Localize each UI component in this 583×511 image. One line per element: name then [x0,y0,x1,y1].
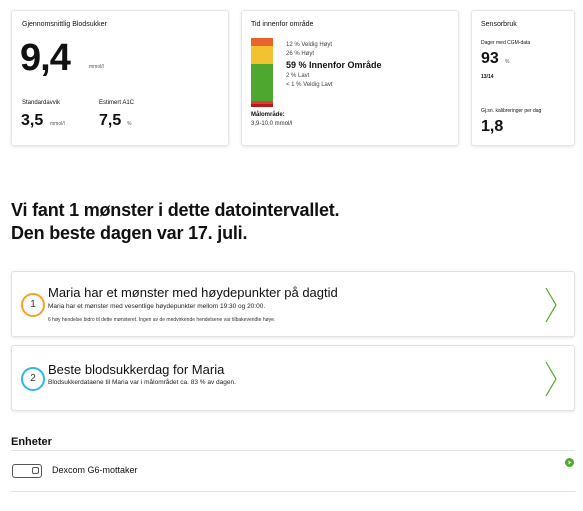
sensor-usage-title: Sensorbruk [481,21,517,28]
estimated-a1c-label: Estimert A1C [99,100,135,106]
time-in-range-card: Tid innenfor område 12 % Veldig Høyt 26 … [241,10,459,146]
target-range-value: 3,9-10,0 mmol/l [251,121,293,127]
receiver-icon [12,464,42,478]
cgm-days-label: Dager med CGM-data [481,40,531,46]
average-glucose-card: Gjennomsnittlig Blodsukker 9,4 mmol/l St… [11,10,229,146]
patterns-heading: Vi fant 1 mønster i dette datointervalle… [11,199,571,245]
in-range-segment [251,64,273,101]
pattern-detail: 6 høy hendelse bidro til dette mønsteret… [48,317,276,323]
average-glucose-title: Gjennomsnittlig Blodsukker [22,21,107,28]
cgm-days-value: 93 [481,50,499,67]
time-in-range-legend: 12 % Veldig Høyt 26 % Høyt 59 % Innenfor… [286,41,382,90]
low-segment [251,100,273,104]
sensor-usage-card: Sensorbruk Dager med CGM-data 93 % 13/14… [471,10,575,146]
pattern-title: Beste blodsukkerdag for Maria [48,362,225,377]
very-high-segment [251,38,273,47]
very-high-label: 12 % Veldig Høyt [286,42,333,48]
time-in-range-bar [251,38,273,107]
high-segment [251,46,273,65]
estimated-a1c-unit: % [127,121,132,127]
low-label: 2 % Lavt [286,73,310,79]
pattern-description: Blodsukkerdataene til Maria var i målomr… [48,379,236,386]
in-range-label: 59 % Innenfor Område [286,60,382,70]
patterns-heading-line-2: Den beste dagen var 17. juli. [11,223,248,243]
divider [11,491,575,492]
play-circle-icon[interactable] [565,458,574,467]
pattern-card-best-day[interactable]: 2 Beste blodsukkerdag for Maria Blodsukk… [11,345,575,411]
very-low-label: < 1 % Veldig Lavt [286,82,333,88]
time-in-range-title: Tid innenfor område [251,21,314,28]
standard-deviation-label: Standardavvik [22,100,61,106]
pattern-card-daytime-highs[interactable]: 1 Maria har et mønster med høydepunkter … [11,271,575,337]
chevron-right-icon[interactable] [544,360,558,398]
high-label: 26 % Høyt [286,51,315,57]
devices-heading: Enheter [11,436,52,448]
standard-deviation-unit: mmol/l [50,121,65,127]
target-range-label: Målområde: [251,112,285,118]
divider [11,450,575,451]
average-glucose-unit: mmol/l [89,64,104,70]
cgm-days-unit: % [505,59,510,65]
cgm-days-fraction: 13/14 [481,74,494,80]
pattern-number-badge: 2 [21,367,45,391]
average-glucose-value: 9,4 [20,37,71,79]
calibrations-value: 1,8 [481,118,504,135]
standard-deviation-value: 3,5 [21,112,44,129]
estimated-a1c-value: 7,5 [99,112,122,129]
pattern-title: Maria har et mønster med høydepunkter på… [48,285,338,300]
device-name[interactable]: Dexcom G6-mottaker [52,465,138,475]
pattern-description: Maria har et mønster med vesentlige høyd… [48,303,266,310]
very-low-segment [251,103,273,107]
chevron-right-icon[interactable] [544,286,558,324]
calibrations-label: Gj.sn. kalibreringer per dag [481,108,542,114]
patterns-heading-line-1: Vi fant 1 mønster i dette datointervalle… [11,200,340,220]
pattern-number-badge: 1 [21,293,45,317]
